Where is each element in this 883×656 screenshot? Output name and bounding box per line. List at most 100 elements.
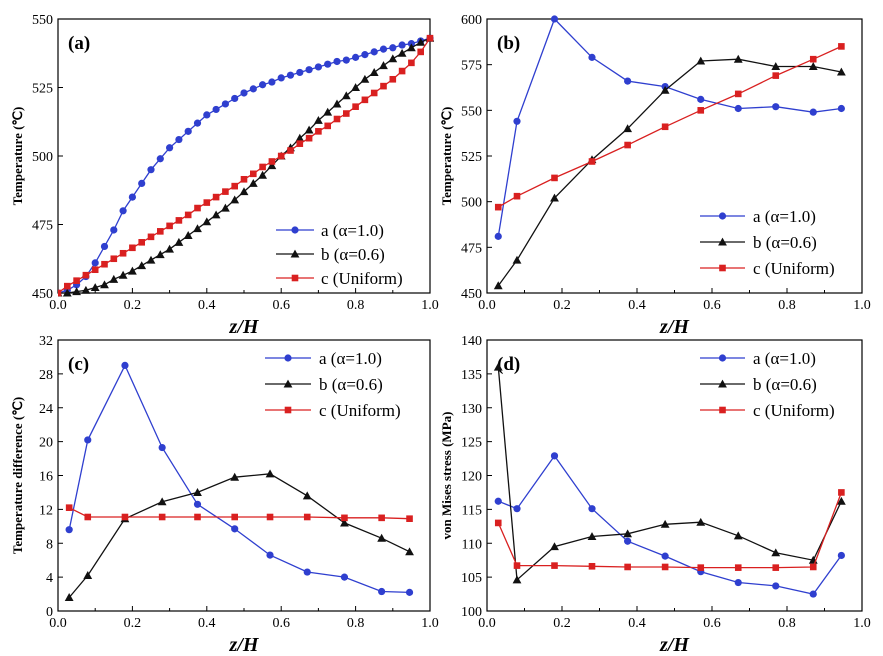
data-point-a bbox=[588, 505, 596, 513]
y-tick-label: 500 bbox=[32, 150, 53, 165]
data-point-b bbox=[493, 362, 503, 371]
data-point-c bbox=[231, 513, 238, 521]
panel-b: 0.0 0.2 0.4 0.6 0.8 1.0 450 475 500 525 550 575 600 z… bbox=[439, 13, 871, 338]
data-point-b bbox=[512, 575, 522, 584]
data-point-a bbox=[352, 53, 360, 61]
data-point-b bbox=[304, 125, 314, 134]
y-tick-label: 32 bbox=[39, 334, 53, 349]
data-point-a bbox=[203, 111, 211, 119]
y-tick-label: 115 bbox=[462, 503, 482, 518]
y-tick-label: 28 bbox=[39, 368, 53, 383]
data-point-b bbox=[64, 593, 74, 601]
legend-marker-b bbox=[718, 379, 727, 388]
series-line-c bbox=[497, 45, 842, 208]
series-b bbox=[493, 362, 846, 584]
data-point-c bbox=[772, 564, 780, 571]
legend-entry-b: b (α=0.6) bbox=[321, 245, 385, 264]
x-tick-label: 0.8 bbox=[347, 616, 365, 631]
x-tick-label: 0.6 bbox=[272, 616, 290, 631]
x-tick-label: 0.2 bbox=[553, 298, 571, 313]
data-point-c bbox=[324, 122, 331, 130]
x-tick-label: 1.0 bbox=[421, 616, 439, 631]
legend-entry-c: c (Uniform) bbox=[321, 269, 403, 288]
data-point-a bbox=[494, 232, 502, 240]
data-point-b bbox=[416, 37, 426, 46]
data-point-b bbox=[733, 531, 743, 540]
series-line-c bbox=[68, 507, 410, 520]
data-point-c bbox=[175, 217, 183, 224]
data-point-c bbox=[551, 562, 558, 569]
x-axis-title: z/H bbox=[659, 634, 690, 656]
data-point-c bbox=[194, 513, 201, 521]
data-point-c bbox=[129, 244, 136, 252]
data-point-a bbox=[193, 500, 202, 508]
data-point-b bbox=[302, 491, 312, 500]
y-tick-label: 120 bbox=[461, 470, 482, 485]
data-point-c bbox=[551, 174, 558, 182]
data-point-b bbox=[174, 237, 184, 246]
data-point-c bbox=[352, 103, 359, 110]
data-point-b bbox=[407, 43, 416, 52]
data-point-c bbox=[406, 515, 413, 522]
data-point-b bbox=[83, 571, 93, 579]
data-point-a bbox=[65, 526, 73, 534]
legend-marker-a bbox=[718, 354, 727, 362]
legend-marker-b bbox=[283, 379, 293, 388]
data-point-a bbox=[314, 63, 322, 71]
data-point-c bbox=[84, 513, 92, 521]
y-tick-label: 0 bbox=[46, 605, 53, 620]
data-point-c bbox=[158, 513, 166, 521]
data-point-c bbox=[361, 96, 369, 104]
data-point-b bbox=[623, 124, 633, 133]
data-point-b bbox=[258, 170, 267, 179]
data-point-b bbox=[193, 488, 202, 496]
data-point-c bbox=[380, 82, 387, 90]
legend-entry-c: c (Uniform) bbox=[753, 259, 835, 278]
legend-entry-a: a (α=1.0) bbox=[319, 349, 382, 368]
series-line-a bbox=[498, 454, 842, 595]
y-tick-label: 4 bbox=[46, 571, 53, 586]
data-point-b bbox=[183, 231, 193, 239]
data-point-b bbox=[360, 74, 370, 83]
y-tick-label: 575 bbox=[461, 59, 482, 74]
data-point-c bbox=[809, 563, 817, 571]
data-point-a bbox=[212, 105, 220, 114]
y-tick-label: 100 bbox=[461, 605, 482, 620]
data-point-a bbox=[389, 44, 397, 52]
legend: a (α=1.0) b (α=0.6) c (Uniform) bbox=[700, 349, 835, 420]
data-point-c bbox=[203, 199, 211, 206]
legend-entry-b: b (α=0.6) bbox=[753, 233, 817, 252]
legend-entry-c: c (Uniform) bbox=[753, 401, 835, 420]
data-point-a bbox=[809, 590, 817, 598]
data-point-c bbox=[110, 255, 118, 263]
x-tick-label: 0.0 bbox=[49, 616, 67, 631]
data-point-a bbox=[772, 582, 780, 590]
data-point-c bbox=[513, 192, 521, 200]
data-point-c bbox=[378, 514, 385, 522]
data-point-c bbox=[494, 519, 502, 527]
x-tick-label: 0.2 bbox=[124, 298, 142, 313]
data-point-b bbox=[341, 91, 351, 100]
data-point-a bbox=[119, 207, 127, 215]
legend: a (α=1.0) b (α=0.6) c (Uniform) bbox=[265, 349, 401, 420]
data-point-a bbox=[342, 56, 350, 64]
data-point-a bbox=[266, 551, 274, 559]
data-point-c bbox=[277, 152, 285, 160]
data-point-b bbox=[230, 472, 240, 481]
series-c bbox=[58, 34, 434, 297]
x-tick-label: 0.0 bbox=[478, 298, 496, 313]
data-point-a bbox=[370, 48, 378, 56]
data-point-a bbox=[100, 242, 109, 251]
data-point-b bbox=[62, 288, 72, 297]
x-tick-label: 0.0 bbox=[478, 616, 496, 631]
data-point-c bbox=[58, 289, 62, 297]
y-tick-label: 8 bbox=[46, 537, 53, 552]
x-tick-label: 0.2 bbox=[124, 616, 142, 631]
data-point-a bbox=[147, 166, 155, 174]
data-point-a bbox=[286, 71, 295, 79]
data-point-a bbox=[91, 259, 99, 267]
legend-entry-a: a (α=1.0) bbox=[753, 207, 816, 226]
data-point-a bbox=[158, 443, 166, 452]
data-point-a bbox=[379, 45, 388, 53]
panel-c: 0.0 0.2 0.4 0.6 0.8 1.0 0 4 8 12 16 20 24 28 32 z/H Temp… bbox=[10, 334, 439, 656]
